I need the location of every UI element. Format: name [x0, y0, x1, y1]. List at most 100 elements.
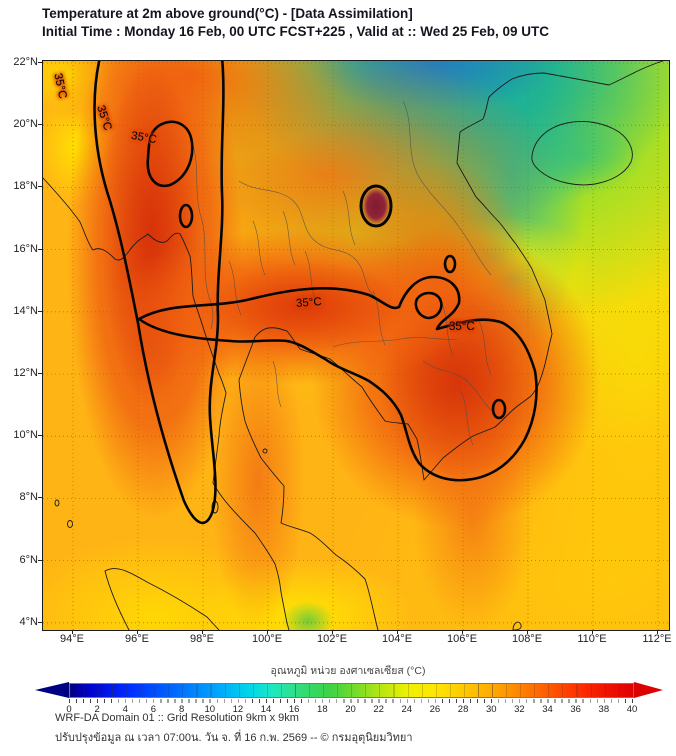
border-line: [332, 337, 458, 348]
colorbar-gradient: [69, 683, 634, 698]
contour-35c-small: [178, 203, 194, 229]
lat-tick-label: 14°N: [13, 304, 38, 317]
border-line: [272, 360, 282, 408]
contour-35c-inner-loop: [414, 291, 443, 320]
lat-tick-label: 18°N: [13, 180, 38, 193]
lon-tick-label: 104°E: [381, 633, 413, 645]
border-line: [402, 100, 492, 276]
colorbar-tick-label: 8: [178, 704, 185, 715]
colorbar-tick-label: 20: [345, 704, 356, 715]
temperature-contours: [93, 61, 538, 525]
colorbar-title: อุณหภูมิ หน่วย องศาเซลเซียส (°C): [270, 665, 426, 677]
lon-tick-mark: [72, 630, 73, 634]
lat-tick-label: 22°N: [13, 56, 38, 68]
lat-tick-mark: [38, 435, 42, 437]
colorbar-tick-label: 38: [598, 704, 610, 715]
lat-tick-mark: [38, 559, 42, 561]
colorbar-tick-label: 2: [94, 704, 100, 715]
border-line: [282, 210, 296, 266]
contour-35c-myanmar-inner: [146, 120, 194, 188]
coastline-sumatra-north: [104, 568, 220, 630]
island-icon: [512, 621, 522, 630]
lat-tick-mark: [38, 310, 42, 312]
border-line: [238, 180, 376, 298]
lon-tick-label: 106°E: [446, 633, 478, 645]
lat-tick-label: 10°N: [13, 429, 38, 442]
page-title: Temperature at 2m above ground(°C) - [Da…: [42, 6, 413, 21]
map-overlay-svg: [43, 61, 669, 630]
lat-tick-mark: [38, 186, 42, 188]
border-line: [252, 220, 266, 276]
colorbar-tick-label: 30: [485, 704, 497, 715]
lon-tick-label: 98°E: [190, 633, 214, 645]
contour-value-label: 35°C: [449, 321, 475, 333]
grid-lines: [43, 61, 669, 630]
lat-tick-mark: [38, 621, 42, 623]
lon-tick-label: 112°E: [642, 633, 672, 645]
contour-value-label: 35°C: [295, 296, 323, 310]
coastline-west: [43, 177, 290, 630]
colorbar-tick-label: 18: [317, 704, 328, 715]
lon-tick-mark: [657, 630, 658, 634]
colorbar-right-arrow: [634, 682, 663, 698]
lon-tick-mark: [397, 630, 398, 634]
colorbar-tick-label: 22: [373, 704, 384, 715]
lat-tick-mark: [38, 497, 42, 499]
colorbar-tick-label: 36: [570, 704, 581, 715]
contour-35c-small: [491, 398, 507, 420]
footer-domain-info: WRF-DA Domain 01 :: Grid Resolution 9km …: [55, 712, 299, 724]
border-line: [304, 250, 318, 306]
colorbar-tick-label: 16: [288, 704, 300, 715]
colorbar-tick-label: 34: [542, 704, 553, 715]
colorbar-tick-label: 14: [260, 704, 272, 715]
border-line: [460, 390, 474, 446]
lon-tick-label: 102°E: [316, 633, 348, 645]
contour-35c-myanmar-outer: [93, 61, 225, 525]
border-line: [228, 260, 242, 316]
lon-tick-label: 94°E: [60, 633, 84, 645]
colorbar-tick-label: 10: [204, 704, 216, 715]
page-subtitle: Initial Time : Monday 16 Feb, 00 UTC FCS…: [42, 24, 550, 39]
footer-update-info: ปรับปรุงข้อมูล ณ เวลา 07:00น. วัน จ. ที่…: [55, 732, 413, 744]
lon-tick-label: 108°E: [511, 633, 543, 645]
lat-tick-mark: [38, 248, 42, 250]
contour-35c-hot-blob-ring: [359, 184, 393, 228]
lat-tick-mark: [38, 373, 42, 374]
colorbar-tick-marks: [69, 699, 633, 703]
border-line: [372, 290, 386, 346]
lat-tick-label: 12°N: [13, 367, 38, 379]
island-samui: [262, 448, 268, 454]
lon-tick-label: 100°E: [251, 633, 283, 645]
lon-tick-label: 96°E: [125, 633, 149, 645]
lon-tick-mark: [332, 630, 333, 634]
lon-tick-mark: [267, 630, 268, 634]
border-line: [190, 138, 214, 330]
map-panel: 35°C 35°C 35°C 35°C 35°C: [42, 60, 670, 631]
lon-tick-mark: [137, 630, 138, 634]
lat-tick-label: 20°N: [13, 118, 38, 131]
colorbar-left-arrow: [35, 682, 69, 698]
island-icon: [67, 520, 73, 528]
contour-35c-central-east: [137, 275, 538, 482]
coastlines: [43, 61, 664, 630]
border-line: [342, 190, 356, 246]
colorbar-tick-label: 4: [122, 704, 128, 715]
border-line: [478, 320, 492, 376]
lon-tick-mark: [592, 630, 593, 634]
colorbar-tick-label: 40: [626, 704, 638, 715]
island-icon: [54, 499, 60, 507]
colorbar-tick-label: 32: [514, 704, 525, 715]
lon-tick-label: 110°E: [577, 633, 607, 645]
colorbar-tick-label: 28: [457, 704, 469, 715]
colorbar-tick-label: 12: [232, 704, 244, 715]
lon-tick-mark: [527, 630, 528, 634]
contour-35c-small: [443, 254, 457, 274]
lat-tick-label: 6°N: [19, 553, 38, 566]
lat-tick-label: 4°N: [19, 615, 38, 628]
lon-tick-mark: [202, 630, 203, 634]
coastline-east: [238, 61, 664, 630]
lat-tick-mark: [38, 124, 42, 126]
colorbar-tick-label: 6: [150, 704, 157, 715]
coastline-hainan-island: [531, 121, 633, 186]
